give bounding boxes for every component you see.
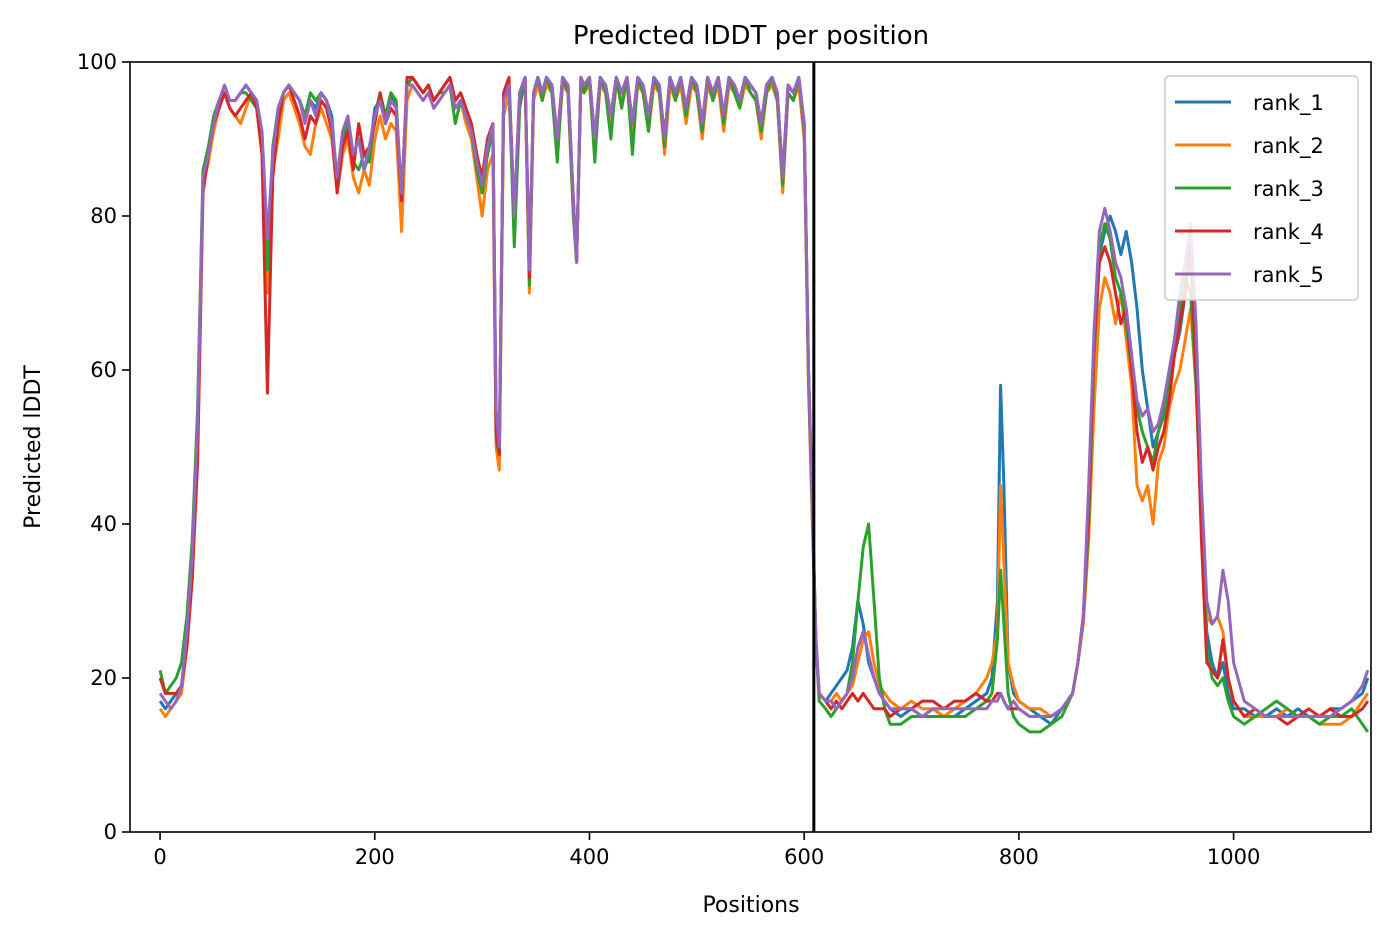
y-tick-label-20: 20 xyxy=(90,666,117,690)
x-tick-label-800: 800 xyxy=(999,845,1039,869)
legend-label-rank_5: rank_5 xyxy=(1253,263,1324,288)
chart-title: Predicted lDDT per position xyxy=(573,21,929,51)
x-axis-label: Positions xyxy=(702,893,799,918)
x-tick-label-600: 600 xyxy=(784,845,824,869)
axes-frame xyxy=(129,61,1372,833)
x-tick-label-1000: 1000 xyxy=(1207,845,1260,869)
plot-area: 0 200 400 600 800 1000 0 20 40 60 80 100 xyxy=(77,50,1372,869)
legend: rank_1 rank_2 rank_3 rank_4 rank_5 xyxy=(1164,75,1359,301)
legend-box xyxy=(1164,75,1359,301)
x-tick-label-400: 400 xyxy=(569,845,609,869)
y-tick-label-80: 80 xyxy=(90,204,117,228)
legend-label-rank_1: rank_1 xyxy=(1253,91,1324,116)
series-line-rank_5 xyxy=(158,75,1370,718)
y-tick-label-60: 60 xyxy=(90,358,117,382)
y-axis-label: Predicted lDDT xyxy=(21,365,46,529)
legend-label-rank_2: rank_2 xyxy=(1253,134,1324,159)
y-tick-label-0: 0 xyxy=(104,820,117,844)
y-tick-label-40: 40 xyxy=(90,512,117,536)
x-tick-label-0: 0 xyxy=(153,845,166,869)
legend-label-rank_4: rank_4 xyxy=(1253,220,1324,245)
x-tick-label-200: 200 xyxy=(355,845,395,869)
y-tick-label-100: 100 xyxy=(77,50,117,74)
legend-label-rank_3: rank_3 xyxy=(1253,177,1324,202)
